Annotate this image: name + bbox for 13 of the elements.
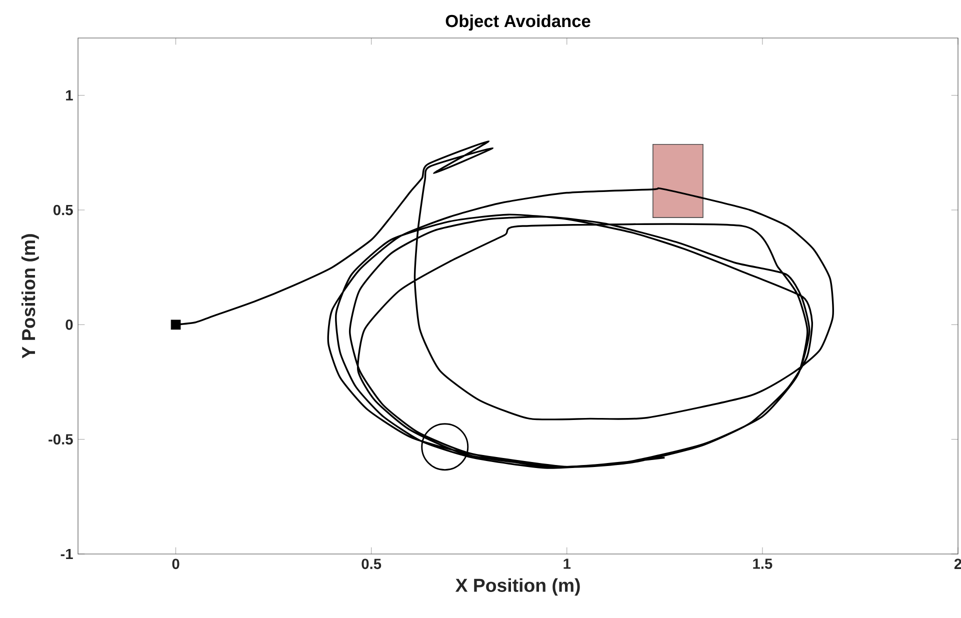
x-tick-label: 2 — [954, 558, 961, 569]
y-tick-label: 0.5 — [53, 204, 73, 216]
y-axis-title: Y Position (m) — [21, 234, 39, 358]
x-axis-title: X Position (m) — [455, 578, 580, 596]
x-tick-label: 0.5 — [362, 558, 382, 570]
y-tick-label: 1 — [66, 90, 73, 100]
y-tick-label: 0 — [66, 319, 73, 330]
x-tick-label: 0 — [172, 558, 180, 570]
y-tick-label: -1 — [60, 548, 73, 560]
x-tick-label: 1 — [564, 558, 571, 569]
y-tick-label: -0.5 — [48, 434, 73, 445]
chart-title: Object Avoidance — [446, 14, 590, 31]
x-tick-label: 1.5 — [753, 558, 772, 569]
